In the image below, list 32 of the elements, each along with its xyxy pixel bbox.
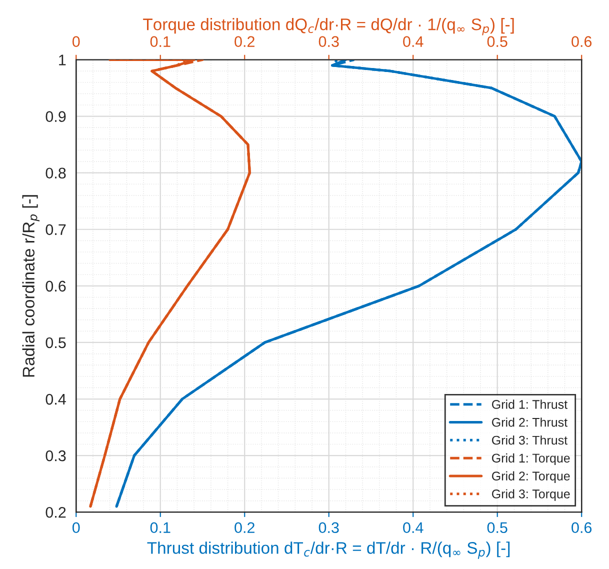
y-axis-title: Radial coordinate r/R$_{p}$ [-] (22, 195, 40, 377)
y-tick-label: 0.9 (46, 111, 66, 122)
legend-label: Grid 3: Torque (492, 489, 570, 501)
y-tick-label: 0.3 (46, 450, 66, 462)
x-tick-label: 0 (72, 522, 80, 534)
legend-label: Grid 1: Torque (492, 453, 570, 466)
x-tick-label: 0.6 (572, 522, 592, 534)
x2-tick-label: 0.5 (487, 36, 508, 48)
x2-tick-label: 0.2 (234, 36, 254, 48)
x-axis-title: Thrust distribution dT$_{c}$/dr·R = dT/dr · R/(q$_{∞}$ S$_{p}$) [-] (147, 542, 510, 559)
x2-tick-label: 0.1 (150, 36, 170, 48)
x2-tick-label: 0 (72, 36, 80, 48)
legend-label: Grid 3: Thrust (492, 435, 568, 445)
x2-tick-label: 0.3 (318, 36, 339, 48)
x-tick-label: 0.5 (487, 522, 508, 534)
x-tick-label: 0.3 (318, 522, 339, 534)
x2-tick-label: 0.6 (572, 36, 592, 48)
y-tick-label: 0.5 (46, 337, 66, 348)
y-tick-label: 0.6 (46, 280, 66, 292)
y-tick-label: 0.4 (46, 394, 66, 405)
y-tick-label: 0.8 (46, 168, 66, 179)
x-tick-label: 0.4 (403, 522, 424, 534)
y-tick-label: 0.2 (46, 506, 66, 518)
legend-label: Grid 2: Thrust (492, 418, 568, 427)
legend-label: Grid 2: Torque (492, 471, 570, 483)
y-tick-label: 0.7 (46, 224, 66, 236)
legend-label: Grid 1: Thrust (492, 400, 568, 409)
y-tick-label: 1 (59, 54, 66, 66)
x2-axis-title: Torque distribution dQ$_{c}$/dr·R = dQ/dr · 1/(q$_{∞}$ S$_{p}$) [-] (143, 18, 514, 36)
x-tick-label: 0.2 (234, 522, 254, 534)
x-tick-label: 0.1 (150, 522, 170, 534)
x2-tick-label: 0.4 (403, 36, 424, 48)
